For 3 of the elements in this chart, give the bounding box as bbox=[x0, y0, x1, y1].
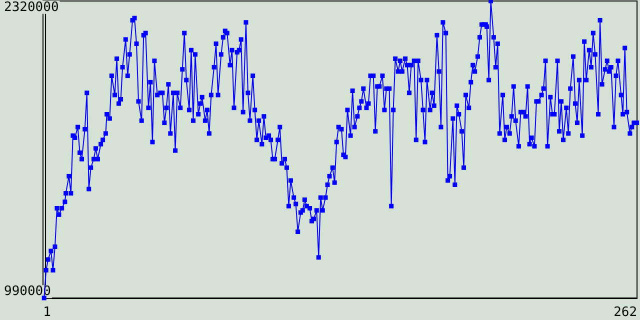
x-tick-label: 262 bbox=[614, 305, 638, 320]
x-tick-label: 1 bbox=[43, 305, 51, 320]
y-tick-label: 2320000 bbox=[4, 0, 59, 15]
